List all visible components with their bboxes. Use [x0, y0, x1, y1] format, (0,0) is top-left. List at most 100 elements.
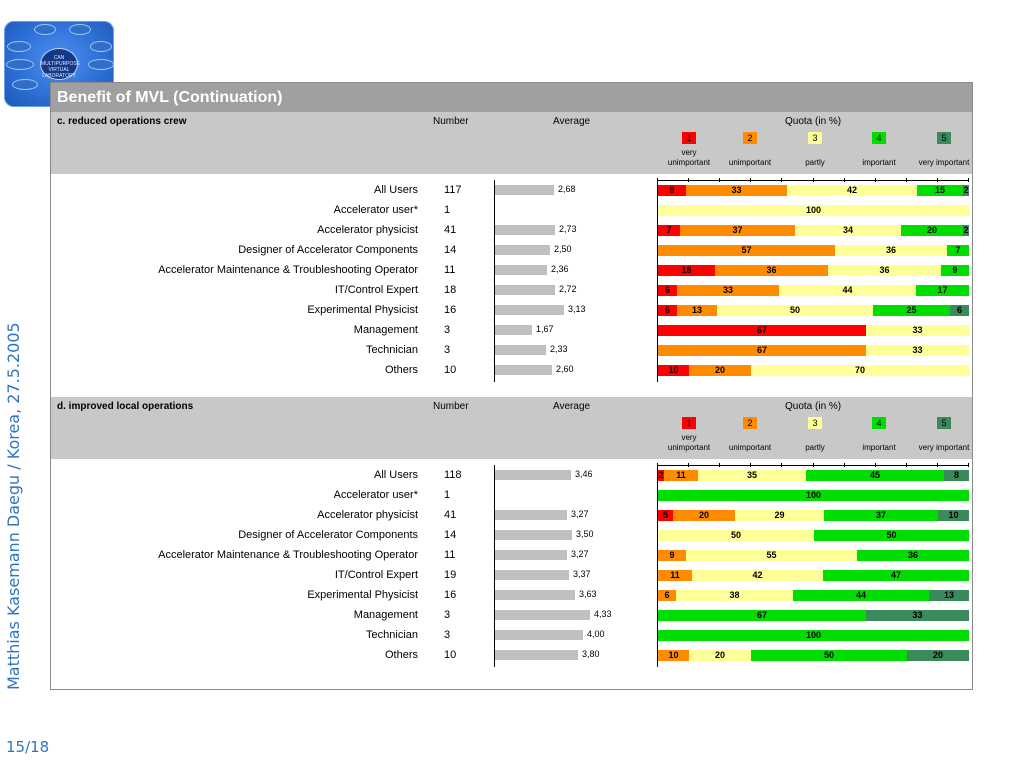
quota-segment: 20	[673, 510, 735, 521]
row-label: All Users	[373, 469, 418, 481]
legend-swatch-4: 4	[872, 132, 886, 144]
logo-bubble	[88, 59, 114, 70]
average-bar	[495, 285, 555, 295]
average-value: 3,13	[568, 304, 586, 314]
quota-segment: 2	[963, 225, 969, 236]
quota-tick	[968, 463, 969, 467]
column-number-header: Number	[433, 401, 469, 412]
quota-tick	[719, 463, 720, 467]
row-label: Accelerator Maintenance & Troubleshootin…	[158, 264, 418, 276]
quota-segment: 55	[686, 550, 857, 561]
quota-segment: 9	[658, 185, 686, 196]
quota-segment: 15	[917, 185, 963, 196]
quota-segment: 29	[735, 510, 824, 521]
quota-segment: 6	[658, 305, 677, 316]
quota-tick	[906, 178, 907, 182]
row-number: 11	[444, 264, 456, 276]
quota-segment: 20	[689, 365, 751, 376]
average-bar	[495, 365, 552, 375]
quota-segment: 44	[779, 285, 916, 296]
row-label: IT/Control Expert	[334, 569, 418, 581]
quota-segment: 13	[929, 590, 969, 601]
row-number: 3	[444, 344, 451, 356]
column-quota-header: Quota (in %)	[785, 401, 842, 412]
legend-swatch-2: 2	[743, 417, 757, 429]
legend-swatch-1: 1	[682, 417, 696, 429]
logo-center: CAN MULTIPURPOSE VIRTUAL LABORATORY	[40, 48, 80, 80]
quota-segment: 100	[658, 630, 969, 641]
legend-label: very important	[918, 443, 970, 452]
row-number: 11	[444, 549, 456, 561]
logo-bubble	[7, 41, 31, 52]
average-bar	[495, 650, 578, 660]
quota-tick	[844, 463, 845, 467]
quota-tick	[813, 463, 814, 467]
quota-tick	[688, 178, 689, 182]
quota-tick	[906, 463, 907, 467]
average-value: 1,67	[536, 324, 554, 334]
section-title: d. improved local operations	[57, 401, 194, 412]
section-title: c. reduced operations crew	[57, 116, 187, 127]
average-value: 4,33	[594, 609, 612, 619]
quota-segment: 2	[658, 470, 664, 481]
quota-tick	[657, 463, 658, 467]
row-number: 16	[444, 589, 457, 601]
quota-tick	[750, 463, 751, 467]
quota-segment: 17	[916, 285, 969, 296]
quota-tick	[937, 463, 938, 467]
quota-segment: 45	[806, 470, 944, 481]
quota-axis	[657, 180, 658, 382]
row-number: 118	[444, 469, 462, 481]
quota-segment: 18	[658, 265, 715, 276]
logo-bubble	[6, 59, 34, 70]
quota-segment: 34	[795, 225, 901, 236]
legend-swatch-5: 5	[937, 417, 951, 429]
row-number: 18	[444, 284, 457, 296]
legend-label: very important	[918, 158, 970, 167]
row-number: 14	[444, 244, 457, 256]
row-number: 3	[444, 629, 451, 641]
quota-segment: 44	[793, 590, 929, 601]
logo-bubble	[69, 24, 91, 35]
slide-title: Benefit of MVL (Continuation)	[51, 83, 972, 112]
quota-segment: 67	[658, 325, 866, 336]
row-label: Technician	[366, 344, 418, 356]
quota-segment: 37	[680, 225, 795, 236]
quota-segment: 38	[676, 590, 793, 601]
row-number: 10	[444, 649, 457, 661]
quota-segment: 5	[658, 510, 673, 521]
quota-segment: 7	[658, 225, 680, 236]
quota-segment: 25	[873, 305, 950, 316]
quota-segment: 2	[963, 185, 969, 196]
row-label: Accelerator Maintenance & Troubleshootin…	[158, 549, 418, 561]
row-number: 10	[444, 364, 457, 376]
average-bar	[495, 590, 575, 600]
legend-label: unimportant	[728, 158, 772, 167]
quota-segment: 100	[658, 490, 969, 501]
quota-segment: 33	[866, 325, 969, 336]
quota-tick	[875, 463, 876, 467]
quota-segment: 57	[658, 245, 835, 256]
legend-label: important	[862, 443, 896, 452]
quota-segment: 67	[658, 610, 866, 621]
quota-segment: 42	[787, 185, 917, 196]
average-value: 3,37	[573, 569, 591, 579]
average-value: 3,27	[571, 509, 589, 519]
quota-segment: 6	[658, 590, 676, 601]
average-bar	[495, 630, 583, 640]
quota-segment: 50	[658, 530, 814, 541]
average-value: 2,36	[551, 264, 569, 274]
row-number: 1	[444, 204, 451, 216]
legend-label: partly	[805, 158, 825, 167]
quota-segment: 20	[689, 650, 751, 661]
quota-segment: 47	[823, 570, 969, 581]
row-number: 41	[444, 224, 457, 236]
average-value: 2,73	[559, 224, 577, 234]
quota-tick	[719, 178, 720, 182]
quota-segment: 7	[947, 245, 969, 256]
legend-swatch-2: 2	[743, 132, 757, 144]
quota-tick	[968, 178, 969, 182]
quota-segment: 10	[658, 650, 689, 661]
average-bar	[495, 570, 569, 580]
column-number-header: Number	[433, 116, 469, 127]
